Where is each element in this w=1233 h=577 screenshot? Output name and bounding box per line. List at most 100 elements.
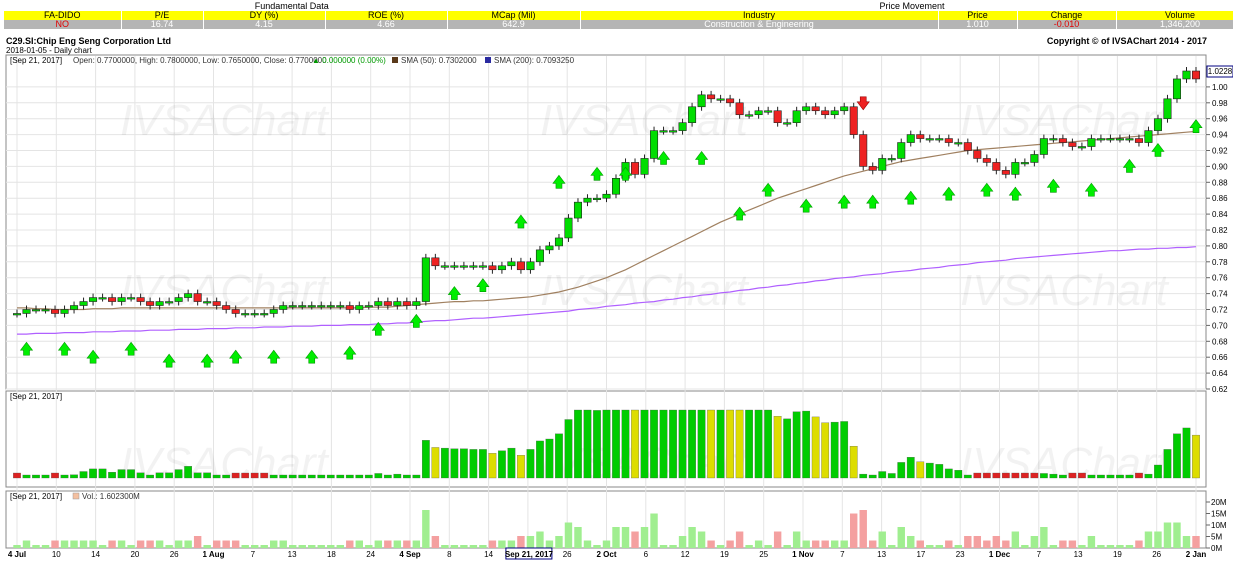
oscillator-bar — [421, 440, 430, 479]
buy-signal-arrow — [837, 194, 851, 209]
buy-signal-arrow — [57, 341, 72, 356]
volume-bar — [479, 545, 487, 548]
volume-bar — [602, 540, 611, 548]
oscillator-bar — [849, 445, 858, 479]
volume-y-axis: 0M 5M 10M 15M 20M — [1206, 498, 1227, 553]
candle-body — [383, 301, 392, 306]
volume-bar — [422, 510, 430, 548]
volume-bar — [1059, 540, 1067, 548]
candle-body — [174, 297, 183, 302]
x-tick-label: 2 Oct — [596, 550, 616, 559]
oscillator-bar — [1040, 473, 1048, 479]
x-tick-label: 19 — [1113, 550, 1122, 559]
volume-bar — [935, 545, 943, 548]
y-tick-label: 0.72 — [1212, 306, 1228, 315]
last-price-tag: 1.0228 — [1208, 67, 1233, 76]
volume-bar — [792, 531, 801, 548]
oscillator-bars — [13, 409, 1200, 479]
buy-signal-arrow — [1151, 143, 1165, 157]
candle-body — [802, 106, 811, 112]
oscillator-bar — [906, 457, 915, 479]
candle-body — [450, 265, 459, 268]
oscillator-bar — [1001, 472, 1010, 479]
vol-date-tag: [Sep 21, 2017] — [10, 492, 62, 501]
volume-bar — [260, 545, 268, 548]
x-tick-label: 1 Aug — [203, 550, 225, 559]
candle-body — [98, 297, 107, 300]
volume-bar — [450, 545, 459, 548]
value-roe: 4.66 — [325, 20, 448, 29]
oscillator-bar — [174, 469, 183, 479]
candle-body — [688, 106, 697, 123]
volume-bar — [821, 540, 829, 548]
candle-body — [459, 265, 468, 268]
candle-body — [878, 158, 887, 171]
oscillator-bar — [716, 409, 725, 479]
candle-body — [336, 305, 345, 308]
oscillator-bar — [298, 474, 307, 479]
candle-body — [22, 309, 31, 314]
oscillator-bar — [517, 455, 525, 479]
volume-bar — [1068, 540, 1077, 548]
volume-bar — [878, 531, 886, 548]
y-tick-label: 0.78 — [1212, 258, 1228, 267]
oscillator-bar — [488, 453, 497, 479]
x-tick-label: 23 — [956, 550, 965, 559]
buy-signal-arrow — [305, 349, 319, 364]
volume-bar — [98, 545, 107, 548]
candle-body — [136, 297, 145, 302]
oscillator-bar — [830, 421, 839, 479]
x-highlight-box — [505, 547, 553, 560]
candle-body — [1163, 98, 1172, 119]
volume-bar — [22, 540, 31, 548]
oscillator-bar — [707, 409, 715, 479]
oscillator-bar — [659, 409, 668, 479]
buy-signal-arrow — [618, 166, 633, 181]
candle-body — [478, 265, 487, 268]
oscillator-bar — [32, 474, 40, 479]
oscillator-bar — [79, 471, 88, 479]
candle-body — [963, 142, 972, 151]
volume-bar — [593, 545, 601, 548]
oscillator-bar — [13, 472, 21, 479]
candle-body — [992, 162, 1001, 171]
oscillator-bar — [374, 473, 383, 479]
y-tick-label: 0.70 — [1212, 321, 1228, 330]
volume-bar — [783, 545, 791, 548]
volume-bar — [231, 540, 240, 548]
oscillator-bar — [231, 472, 240, 479]
candle-body — [326, 305, 335, 308]
volume-bar — [1021, 545, 1029, 548]
volume-bar — [41, 545, 50, 548]
y-tick-label: 0.98 — [1212, 99, 1228, 108]
oscillator-bar — [811, 416, 820, 479]
candle-body — [70, 305, 79, 310]
buy-signal-arrow — [799, 198, 813, 213]
volume-bar — [488, 540, 497, 548]
sma50-readout: SMA (50): 0.7302000 — [401, 56, 477, 65]
buy-signal-arrow — [1122, 158, 1137, 173]
volume-bar — [640, 527, 649, 548]
volume-bar — [1106, 545, 1115, 548]
value-fa-dido: NO — [4, 20, 122, 29]
volume-bar — [992, 536, 1001, 548]
candle-body — [184, 293, 193, 298]
candle-body — [973, 150, 982, 159]
y-tick-label: 0.68 — [1212, 337, 1228, 346]
x-tick-label: 1 Dec — [989, 550, 1011, 559]
oscillator-bar — [802, 410, 811, 479]
candle-body — [925, 138, 934, 141]
candle-body — [1172, 78, 1181, 100]
volume-bar — [412, 540, 421, 548]
volume-bar — [526, 536, 535, 548]
value-mcap: 642.9 — [447, 20, 581, 29]
oscillator-bar — [1116, 474, 1124, 479]
y-tick-label: 0.86 — [1212, 194, 1228, 203]
price-date-tag: [Sep 21, 2017] — [10, 56, 62, 65]
volume-bar — [688, 527, 696, 548]
watermark: IVSAChart — [960, 266, 1170, 315]
oscillator-bar — [555, 433, 563, 479]
x-tick-label: 26 — [563, 550, 572, 559]
oscillator-bar — [1020, 472, 1029, 479]
y-tick-label: 0.82 — [1212, 226, 1228, 235]
